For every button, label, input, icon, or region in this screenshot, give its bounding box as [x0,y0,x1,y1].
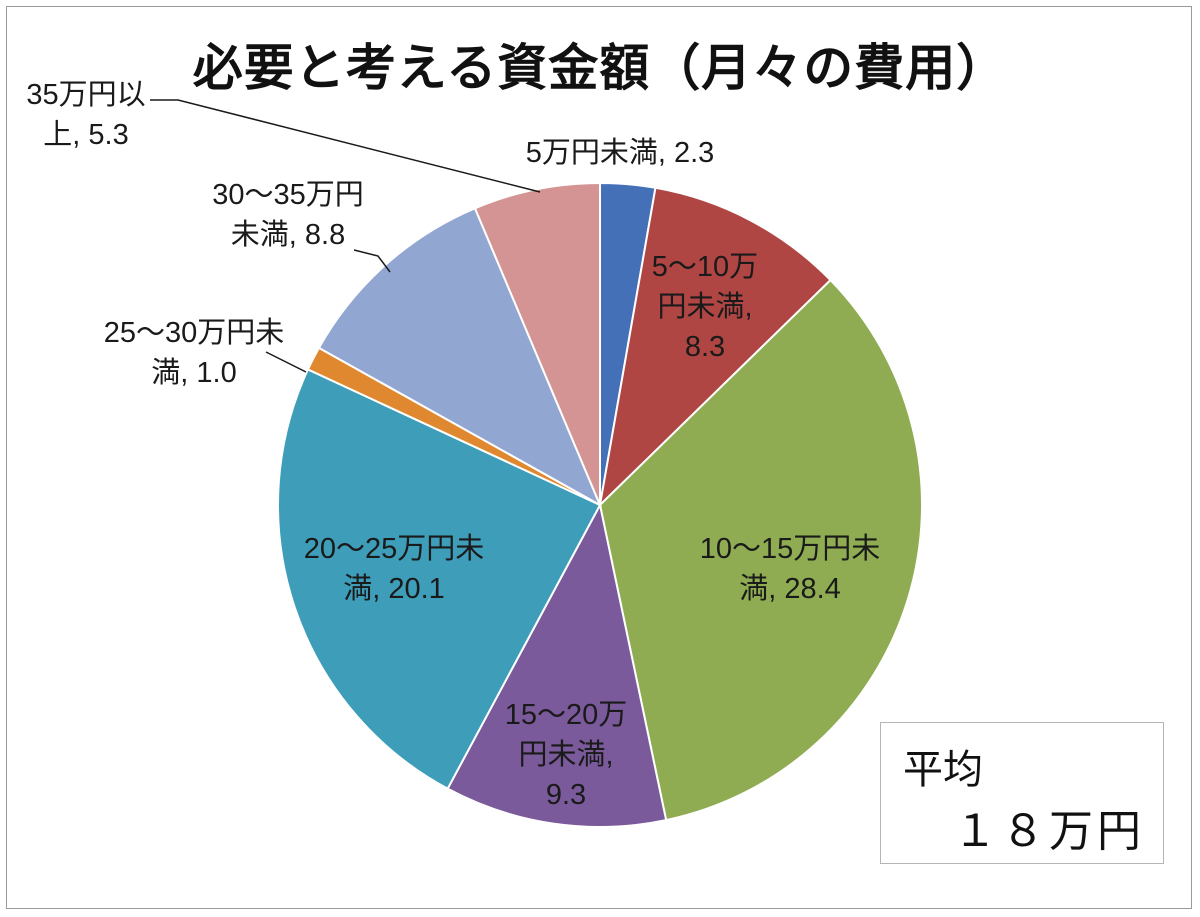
pie-slice [598,278,923,822]
pie-slice [598,186,832,508]
data-label: 25～30万円未満, 1.0 [104,316,285,389]
average-label: 平均 [903,747,983,793]
average-box: 平均 １８万円 [880,722,1164,864]
leader-line [353,249,391,273]
chart-title: 必要と考える資金額（月々の費用） [192,39,1008,97]
data-label: 15～20万円未満, 9.3 [505,699,628,811]
pie-slice [277,368,602,791]
pie-slice [473,181,601,506]
average-value: １８万円 [953,806,1145,857]
leader-line [265,351,307,373]
pie-slice [446,502,668,828]
data-label: 5～10万円未満, 8.3 [652,251,758,363]
data-label: 20～25万円未満, 20.1 [304,532,485,605]
data-label: 35万円以上, 5.3 [26,79,145,151]
leader-line [150,99,541,193]
data-label: 30～35万円未満, 8.8 [212,179,364,251]
data-label: 10～15万円未満, 28.4 [700,532,881,605]
data-label: 5万円未満, 2.3 [526,136,715,169]
